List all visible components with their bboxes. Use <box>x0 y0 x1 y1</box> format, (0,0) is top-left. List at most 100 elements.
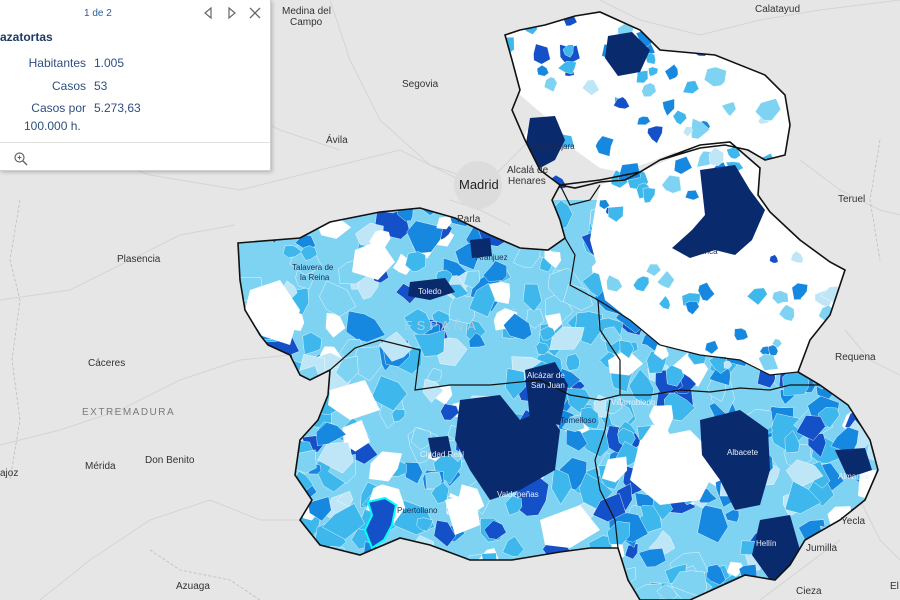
municipality-cell[interactable] <box>422 379 444 403</box>
close-icon[interactable] <box>248 6 262 20</box>
municipality-cell[interactable] <box>565 429 588 452</box>
municipality-cell[interactable] <box>533 43 551 65</box>
municipality-cell[interactable] <box>482 260 508 282</box>
municipality-cell[interactable] <box>335 355 359 384</box>
municipality-cell[interactable] <box>431 482 450 504</box>
municipality-cell[interactable] <box>391 408 406 423</box>
municipality-cell[interactable] <box>697 282 715 302</box>
municipality-cell[interactable] <box>378 331 413 362</box>
municipality-cell[interactable] <box>606 521 631 545</box>
municipality-cell[interactable] <box>685 300 700 315</box>
municipality-cell[interactable] <box>413 329 445 357</box>
municipality-cell[interactable] <box>800 293 816 307</box>
municipality-cell[interactable] <box>656 270 675 289</box>
municipality-cell[interactable] <box>565 353 580 371</box>
municipality-cell[interactable] <box>607 206 624 223</box>
municipality-cell[interactable] <box>628 368 655 407</box>
municipality-cell[interactable] <box>580 406 600 430</box>
selected-municipality[interactable] <box>363 496 398 550</box>
municipality-cell[interactable] <box>638 548 667 568</box>
municipality-cell[interactable] <box>644 216 662 232</box>
municipality-cell[interactable] <box>708 147 725 166</box>
municipality-cell[interactable] <box>721 101 737 117</box>
municipality-cell[interactable] <box>758 353 779 371</box>
municipality-cell[interactable] <box>468 332 486 348</box>
municipality-cell[interactable] <box>416 517 434 532</box>
municipality-cell[interactable] <box>662 98 675 117</box>
municipality-cell[interactable] <box>522 283 542 312</box>
municipality-cell[interactable] <box>539 326 557 341</box>
municipality-cell[interactable] <box>755 98 781 121</box>
municipality-cell[interactable] <box>557 60 577 75</box>
municipality-cell[interactable] <box>664 64 679 81</box>
municipality-cell[interactable] <box>724 509 740 523</box>
municipality-cell[interactable] <box>300 245 318 261</box>
municipality-cell[interactable] <box>647 125 663 144</box>
municipality-cell[interactable] <box>544 248 562 269</box>
municipality-cell[interactable] <box>619 339 635 359</box>
municipality-cell[interactable] <box>772 290 789 305</box>
municipality-cell[interactable] <box>746 287 768 306</box>
municipality-cell[interactable] <box>656 584 678 600</box>
municipality-cell[interactable] <box>282 245 303 258</box>
municipality-cell[interactable] <box>624 543 639 560</box>
municipality-cell[interactable] <box>708 356 728 374</box>
municipality-cell[interactable] <box>410 427 433 451</box>
municipality-cell[interactable] <box>653 344 669 360</box>
municipality-cell[interactable] <box>632 275 650 292</box>
municipality-cell[interactable] <box>535 342 550 355</box>
municipality-cell[interactable] <box>658 295 671 310</box>
municipality-cell[interactable] <box>595 135 615 157</box>
municipality-cell[interactable] <box>665 364 685 387</box>
municipality-cell[interactable] <box>784 430 800 454</box>
municipality-cell[interactable] <box>645 263 662 277</box>
municipality-cell[interactable] <box>503 313 533 341</box>
municipality-cell[interactable] <box>502 536 525 557</box>
municipality-cell[interactable] <box>582 79 600 96</box>
municipality-cell[interactable] <box>563 283 593 311</box>
municipality-cell[interactable] <box>673 156 693 175</box>
municipality-cell[interactable] <box>784 480 822 514</box>
municipality-cell[interactable] <box>617 111 629 128</box>
municipality-cell[interactable] <box>642 187 656 204</box>
municipality-cell[interactable] <box>440 403 460 421</box>
municipality-cell[interactable] <box>682 126 693 137</box>
municipality-cell[interactable] <box>468 282 496 318</box>
municipality-cell[interactable] <box>672 110 687 126</box>
municipality-cell[interactable] <box>661 175 682 194</box>
municipality-cell[interactable] <box>734 328 749 341</box>
municipality-cell[interactable] <box>317 442 354 474</box>
municipality-cell[interactable] <box>336 491 354 507</box>
municipality-cell[interactable] <box>767 344 779 357</box>
municipality-cell[interactable] <box>769 254 779 264</box>
municipality-cell[interactable] <box>606 274 623 293</box>
municipality-cell[interactable] <box>543 76 558 93</box>
municipality-cell[interactable] <box>636 116 651 126</box>
municipality-cell[interactable] <box>601 456 628 483</box>
municipality-cell[interactable] <box>433 520 457 548</box>
municipality-cell[interactable] <box>796 415 826 441</box>
municipality-cell[interactable] <box>599 199 610 210</box>
municipality-cell[interactable] <box>551 467 572 505</box>
municipality-cell[interactable] <box>648 66 659 77</box>
municipality-cell[interactable] <box>697 504 729 543</box>
municipality-cell[interactable] <box>549 326 585 351</box>
zoom-to-icon[interactable] <box>13 151 29 167</box>
municipality-cell[interactable] <box>636 70 649 84</box>
municipality-cell[interactable] <box>463 270 480 289</box>
municipality-cell[interactable] <box>703 66 727 87</box>
municipality-cell[interactable] <box>536 64 550 77</box>
municipality-cell[interactable] <box>684 190 700 201</box>
municipality-cell[interactable] <box>785 459 824 487</box>
municipality-cell[interactable] <box>483 520 507 540</box>
municipality-cell[interactable] <box>321 503 366 540</box>
municipality-cell[interactable] <box>791 282 808 301</box>
municipality-cell[interactable] <box>641 82 657 97</box>
municipality-cell[interactable] <box>319 280 357 317</box>
next-arrow-icon[interactable] <box>225 6 239 20</box>
municipality-cell[interactable] <box>562 44 574 58</box>
municipality-cell[interactable] <box>368 451 403 482</box>
municipality-cell[interactable] <box>505 368 526 400</box>
municipality-cell[interactable] <box>315 421 347 447</box>
